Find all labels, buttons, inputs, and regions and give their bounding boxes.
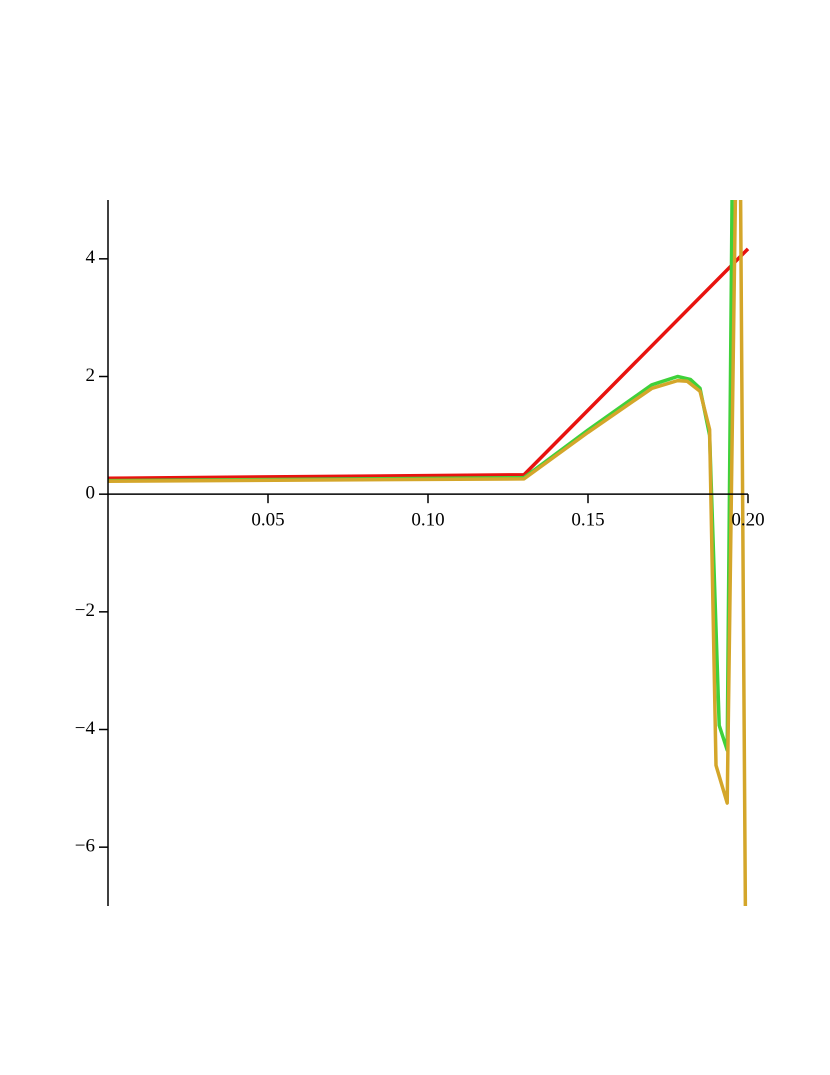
series-line [108, 200, 734, 752]
y-tick-label: −2 [75, 600, 95, 621]
y-tick-label: 4 [86, 247, 96, 268]
x-tick-label: 0.10 [411, 510, 444, 531]
y-tick-label: −6 [75, 836, 95, 857]
plot-area [108, 200, 750, 906]
y-tick-label: −4 [75, 718, 96, 739]
series-line [108, 247, 750, 481]
x-tick-label: 0.20 [731, 510, 764, 531]
y-tick-label: 2 [86, 365, 96, 386]
x-tick-label: 0.15 [571, 510, 604, 531]
series-line [108, 200, 748, 906]
x-tick-label: 0.05 [251, 510, 284, 531]
y-tick-label: 0 [86, 483, 96, 504]
